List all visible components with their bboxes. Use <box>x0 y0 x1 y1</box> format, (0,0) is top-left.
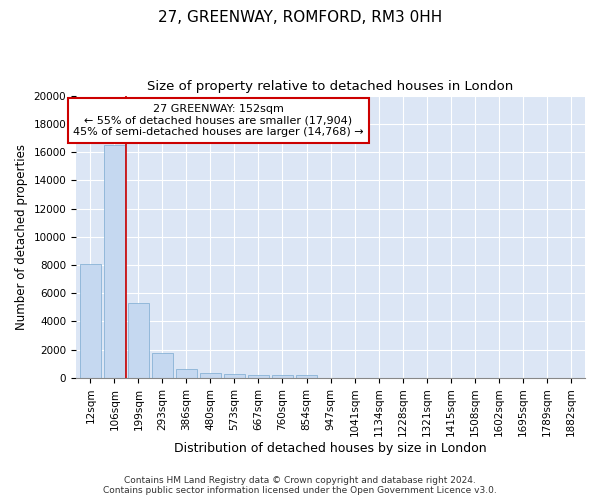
Title: Size of property relative to detached houses in London: Size of property relative to detached ho… <box>148 80 514 93</box>
Bar <box>200 373 221 378</box>
Y-axis label: Number of detached properties: Number of detached properties <box>15 144 28 330</box>
Bar <box>296 375 317 378</box>
Text: 27, GREENWAY, ROMFORD, RM3 0HH: 27, GREENWAY, ROMFORD, RM3 0HH <box>158 10 442 25</box>
Text: 27 GREENWAY: 152sqm
← 55% of detached houses are smaller (17,904)
45% of semi-de: 27 GREENWAY: 152sqm ← 55% of detached ho… <box>73 104 364 137</box>
Bar <box>128 303 149 378</box>
Bar <box>224 374 245 378</box>
Bar <box>152 354 173 378</box>
X-axis label: Distribution of detached houses by size in London: Distribution of detached houses by size … <box>174 442 487 455</box>
Bar <box>176 369 197 378</box>
Bar <box>104 145 125 378</box>
Bar <box>80 264 101 378</box>
Bar <box>272 376 293 378</box>
Bar <box>248 375 269 378</box>
Text: Contains HM Land Registry data © Crown copyright and database right 2024.
Contai: Contains HM Land Registry data © Crown c… <box>103 476 497 495</box>
